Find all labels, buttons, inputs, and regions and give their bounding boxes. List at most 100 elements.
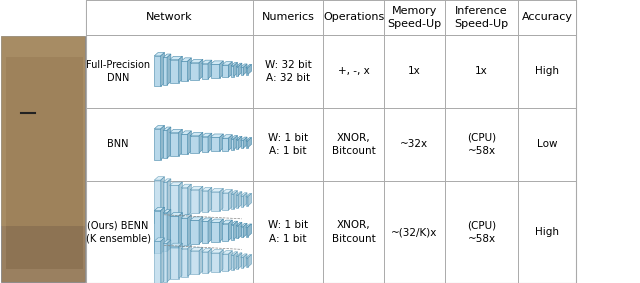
Polygon shape (246, 224, 252, 227)
Polygon shape (234, 191, 237, 209)
Polygon shape (190, 59, 203, 63)
Polygon shape (208, 133, 212, 152)
Polygon shape (243, 223, 247, 237)
Polygon shape (163, 179, 171, 182)
Bar (170, 246, 179, 279)
Polygon shape (190, 217, 203, 220)
Polygon shape (208, 248, 212, 273)
Bar (231, 225, 234, 239)
Polygon shape (231, 221, 237, 225)
Polygon shape (228, 135, 232, 151)
Bar (163, 182, 167, 221)
Polygon shape (179, 213, 182, 248)
Bar (246, 141, 248, 148)
Bar (163, 213, 167, 251)
Text: (CPU)
~58x: (CPU) ~58x (467, 220, 496, 244)
Polygon shape (188, 245, 191, 276)
Polygon shape (222, 251, 232, 254)
Bar (202, 64, 208, 79)
Polygon shape (154, 238, 164, 241)
Bar (222, 254, 228, 271)
Polygon shape (220, 250, 223, 272)
Polygon shape (188, 58, 191, 81)
Bar (202, 191, 208, 212)
Bar (190, 190, 199, 213)
Text: 1x: 1x (476, 66, 488, 76)
Bar (154, 211, 161, 254)
Polygon shape (179, 56, 182, 83)
Bar (154, 241, 161, 283)
Polygon shape (220, 188, 223, 211)
Polygon shape (167, 127, 171, 158)
Polygon shape (163, 209, 171, 213)
Polygon shape (236, 136, 242, 140)
Bar (170, 216, 179, 248)
Polygon shape (161, 125, 164, 160)
Polygon shape (243, 64, 247, 75)
Bar (246, 197, 248, 206)
Polygon shape (238, 222, 242, 239)
Polygon shape (161, 238, 164, 283)
Text: (CPU)
~58x: (CPU) ~58x (467, 133, 496, 156)
Text: High: High (535, 66, 559, 76)
Polygon shape (161, 53, 164, 86)
Bar (170, 185, 179, 218)
Polygon shape (163, 54, 171, 57)
Polygon shape (238, 136, 242, 149)
Polygon shape (248, 254, 252, 267)
Polygon shape (199, 247, 203, 275)
Polygon shape (154, 125, 164, 129)
Polygon shape (170, 129, 182, 133)
Polygon shape (231, 252, 237, 255)
Polygon shape (211, 188, 223, 192)
Polygon shape (188, 184, 191, 215)
Bar (241, 257, 243, 268)
Polygon shape (236, 63, 242, 67)
Polygon shape (190, 247, 203, 251)
Text: Accuracy: Accuracy (522, 12, 573, 22)
Polygon shape (211, 61, 223, 64)
Polygon shape (234, 221, 237, 239)
Polygon shape (163, 127, 171, 130)
Polygon shape (246, 65, 252, 68)
Polygon shape (170, 56, 182, 60)
Polygon shape (208, 218, 212, 243)
Bar (246, 68, 248, 74)
Polygon shape (167, 179, 171, 221)
Text: Operations: Operations (323, 12, 384, 22)
Bar (231, 139, 234, 150)
Polygon shape (234, 252, 237, 270)
Polygon shape (241, 254, 247, 257)
Polygon shape (241, 223, 247, 227)
Polygon shape (243, 137, 247, 148)
Text: BNN: BNN (108, 139, 129, 149)
Bar (202, 137, 208, 152)
Bar (246, 227, 248, 237)
Polygon shape (228, 190, 232, 210)
Bar (86, 0, 576, 35)
Polygon shape (211, 134, 223, 137)
Polygon shape (241, 64, 247, 67)
Polygon shape (161, 177, 164, 223)
Polygon shape (181, 215, 191, 218)
Polygon shape (248, 193, 252, 206)
Bar (154, 129, 161, 160)
Polygon shape (202, 248, 212, 252)
Polygon shape (228, 251, 232, 271)
Polygon shape (208, 60, 212, 79)
Polygon shape (179, 243, 182, 279)
Text: XNOR,
Bitcount: XNOR, Bitcount (332, 220, 376, 244)
Text: ~(32/K)x: ~(32/K)x (391, 227, 438, 237)
Polygon shape (154, 53, 164, 56)
Bar (236, 226, 238, 239)
Bar (222, 193, 228, 210)
Bar (163, 57, 167, 85)
Bar (211, 137, 220, 151)
Polygon shape (211, 219, 223, 222)
Polygon shape (222, 190, 232, 193)
Bar (190, 220, 199, 244)
Bar (1, 36, 85, 282)
Polygon shape (248, 224, 252, 237)
Polygon shape (181, 58, 191, 61)
Bar (231, 66, 234, 76)
